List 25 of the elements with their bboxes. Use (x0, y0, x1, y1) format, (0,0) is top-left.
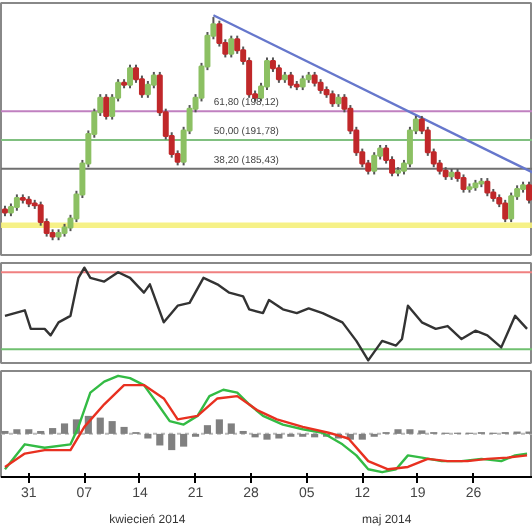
bar (227, 423, 235, 434)
bar (49, 428, 57, 434)
candlestick (484, 177, 491, 198)
bar (144, 433, 152, 439)
candlestick (275, 63, 282, 84)
bar (215, 419, 223, 434)
bar (120, 426, 128, 434)
candlestick (103, 93, 110, 121)
candlestick (127, 63, 134, 90)
candlestick (460, 173, 467, 194)
bar (108, 421, 116, 434)
bar (168, 433, 176, 451)
bar (156, 433, 164, 446)
candlestick (371, 151, 378, 176)
bar (60, 423, 69, 434)
bar (203, 425, 212, 434)
candlestick (508, 191, 515, 224)
bar (263, 433, 271, 440)
bar (358, 433, 366, 440)
bar (275, 433, 283, 439)
candlestick (228, 34, 235, 59)
candlestick (526, 180, 532, 205)
bar (96, 417, 104, 434)
candlestick (502, 198, 509, 224)
bar (180, 433, 188, 447)
